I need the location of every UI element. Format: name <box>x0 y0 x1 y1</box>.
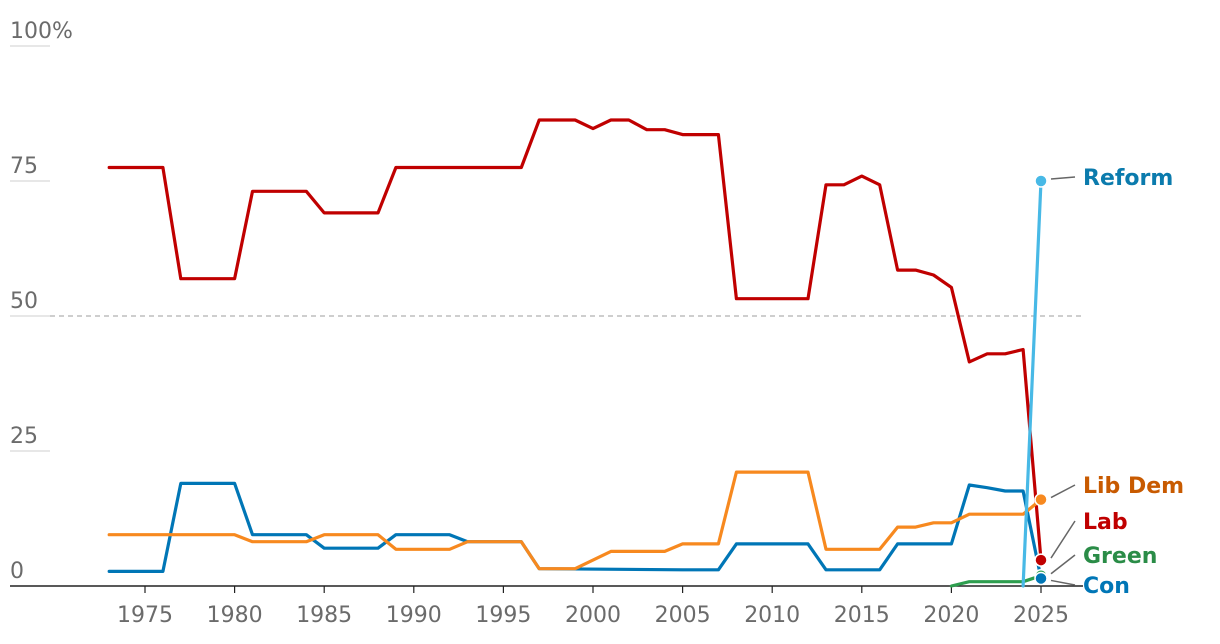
x-tick-label: 1990 <box>386 603 442 628</box>
end-label-lab: Lab <box>1083 510 1128 535</box>
leader-line <box>1050 579 1076 586</box>
y-tick-label: 50 <box>10 289 38 314</box>
y-tick-label: 100% <box>10 19 73 44</box>
series-lines <box>107 118 1043 588</box>
x-tick-label: 1975 <box>117 603 173 628</box>
endpoint-lab <box>1034 553 1048 567</box>
x-axis-ticks: 1975 1980 1985 1990 1995 2000 2005 2010 2015 2020… <box>117 586 1069 628</box>
leader-line <box>1050 484 1076 499</box>
series-line-reform <box>1021 179 1043 588</box>
x-tick-label: 2005 <box>655 603 711 628</box>
endpoint-lib-dem <box>1034 492 1048 507</box>
y-tick-label: 75 <box>10 154 38 179</box>
end-label-reform: Reform <box>1083 166 1173 191</box>
gridlines <box>10 45 1083 587</box>
x-tick-label: 2015 <box>834 603 890 628</box>
leader-line <box>1050 176 1076 180</box>
x-tick-label: 1980 <box>207 603 263 628</box>
endpoint-con <box>1034 571 1048 586</box>
series-line-lib-dem <box>107 470 1043 571</box>
series-end-labels: Reform Lib Dem Lab Green Con <box>1050 166 1184 599</box>
series-line-lab <box>107 118 1043 562</box>
y-axis-ticks: 100% 75 50 25 0 <box>10 19 73 584</box>
x-tick-label: 1995 <box>475 603 531 628</box>
end-label-lib-dem: Lib Dem <box>1083 474 1184 499</box>
x-tick-label: 2025 <box>1013 603 1069 628</box>
x-tick-label: 2000 <box>565 603 621 628</box>
endpoint-reform <box>1034 174 1048 188</box>
series-line-con <box>107 481 1043 580</box>
series-endpoints <box>1034 174 1048 586</box>
x-tick-label: 1985 <box>296 603 352 628</box>
leader-line <box>1050 520 1076 559</box>
x-tick-label: 2020 <box>923 603 979 628</box>
y-tick-label: 0 <box>10 559 24 584</box>
x-tick-label: 2010 <box>744 603 800 628</box>
y-tick-label: 25 <box>10 424 38 449</box>
series-line-green <box>949 574 1043 588</box>
end-label-green: Green <box>1083 544 1157 569</box>
leader-line <box>1050 554 1076 575</box>
end-label-con: Con <box>1083 574 1130 599</box>
